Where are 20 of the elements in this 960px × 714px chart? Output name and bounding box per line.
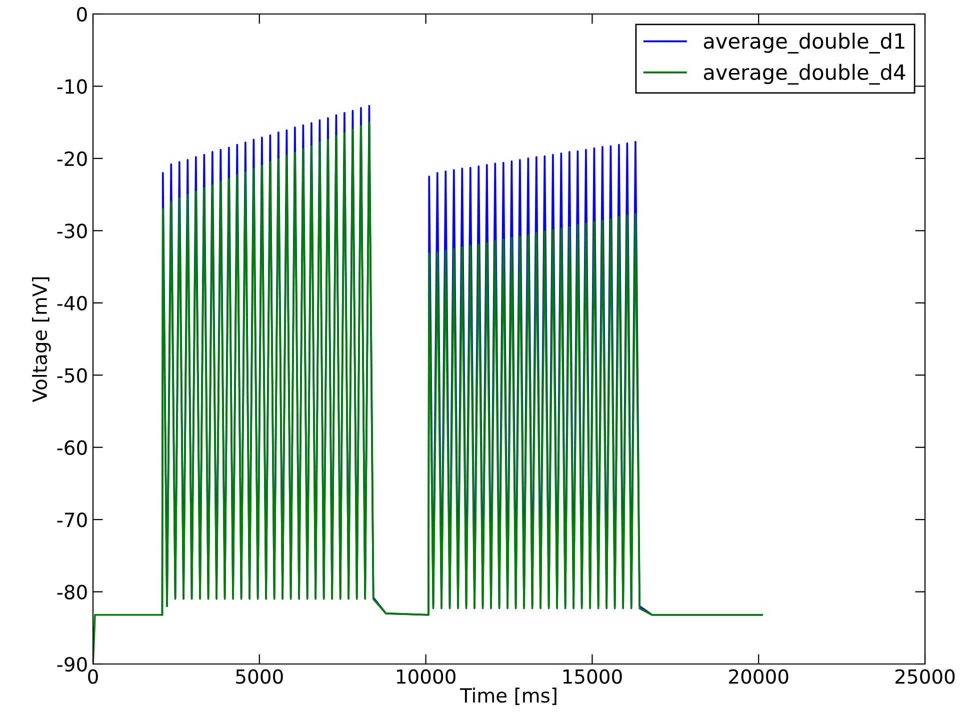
y-tick-label: -20 (57, 151, 87, 166)
y-tick-label: -40 (57, 296, 87, 311)
legend-label: average_double_d4 (704, 64, 906, 85)
y-tick-label: -70 (57, 512, 87, 528)
y-tick-label: -50 (57, 368, 87, 383)
x-tick-label: 10000 (397, 669, 456, 684)
x-tick-label: 25000 (895, 669, 955, 684)
y-axis-title: Voltage [mV] (32, 277, 51, 402)
x-tick-label: 0 (88, 669, 98, 684)
x-tick-label: 20000 (729, 669, 788, 684)
y-tick-label: -10 (57, 79, 87, 94)
y-tick-label: -80 (57, 584, 87, 600)
y-tick-label: -30 (57, 224, 87, 238)
y-tick-label: -90 (57, 656, 87, 672)
x-tick-label: 15000 (563, 669, 622, 684)
legend-label: average_double_d1 (704, 32, 904, 54)
y-tick-label: -60 (57, 440, 87, 455)
x-axis-title: Time [ms] (460, 688, 556, 706)
y-tick-label: 0 (77, 6, 87, 22)
x-tick-label: 5000 (236, 669, 283, 684)
